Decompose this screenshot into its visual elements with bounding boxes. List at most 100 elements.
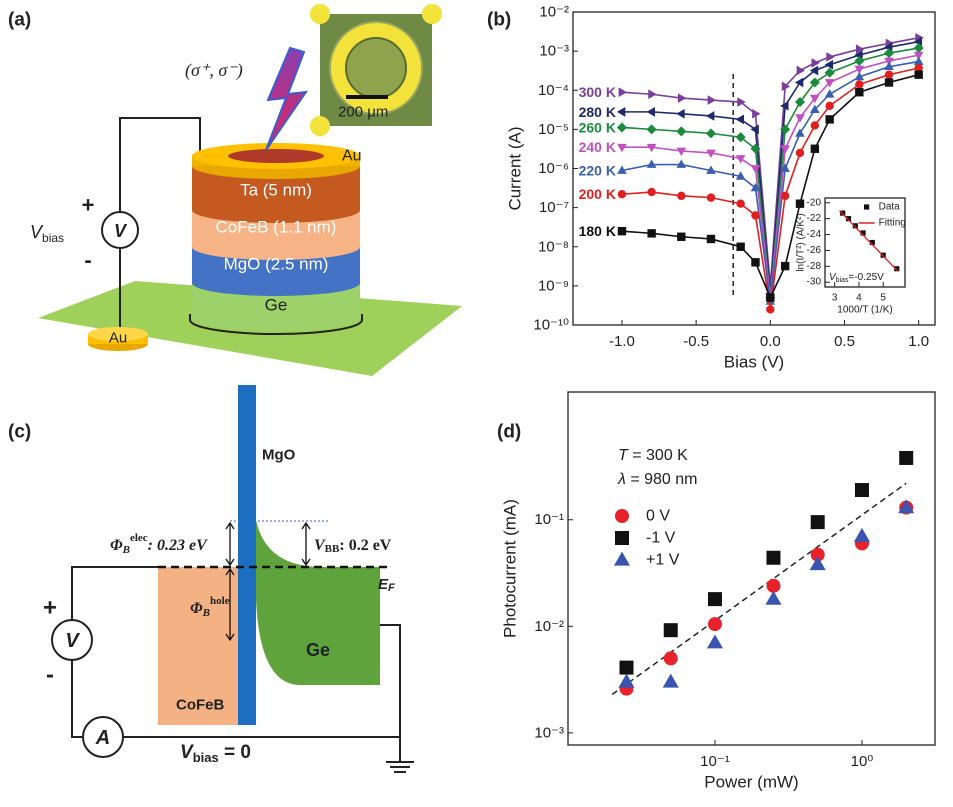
vbb-value: : 0.2 eV <box>339 537 391 554</box>
marker <box>913 42 924 54</box>
layer-label: Ta (5 nm) <box>240 181 312 200</box>
marker <box>810 515 825 530</box>
marker <box>809 556 826 571</box>
marker <box>824 59 834 70</box>
legend-label: -1 V <box>646 530 676 547</box>
legend-label: Data <box>879 202 901 213</box>
wire <box>123 624 401 738</box>
marker <box>663 651 678 666</box>
marker <box>766 305 775 314</box>
phi-sup: elec <box>130 532 148 544</box>
marker <box>914 70 923 79</box>
series-line <box>621 73 919 300</box>
marker <box>780 163 790 172</box>
mgo-barrier <box>238 385 256 725</box>
annotation-symbol: T <box>618 447 629 464</box>
y-tick-label: -22 <box>807 213 822 224</box>
panel-label: (c) <box>8 422 31 443</box>
ge-label: Ge <box>306 640 330 660</box>
phi-sub: B <box>122 544 130 556</box>
marker <box>616 107 626 117</box>
vbb-sub: BB <box>325 543 340 555</box>
marker <box>795 148 805 158</box>
marker <box>824 79 835 88</box>
marker <box>735 114 745 125</box>
y-tick-label: 10⁻³ <box>539 43 569 60</box>
series-line <box>621 37 919 286</box>
y-tick-label: -26 <box>807 245 822 256</box>
device-diagram: Au V + - Vbias Au Ta (5 nm) CoFeB (1.1 n… <box>30 4 462 376</box>
vbb-label: VBB: 0.2 eV <box>314 537 392 556</box>
marker <box>780 191 790 201</box>
marker <box>676 108 685 119</box>
marker <box>616 122 627 133</box>
x-tick-label: -0.5 <box>683 333 709 350</box>
panel-label: (d) <box>497 422 521 443</box>
y-tick-label: 10⁻⁵ <box>538 121 569 138</box>
meter-label: V <box>65 630 80 652</box>
marker <box>646 159 657 168</box>
marker <box>735 155 746 164</box>
marker <box>810 144 820 153</box>
arrow <box>225 567 235 642</box>
marker <box>845 216 852 222</box>
marker <box>647 229 656 238</box>
marker <box>750 124 759 135</box>
wire <box>119 117 201 212</box>
bias-symbol: V <box>180 742 194 763</box>
series-label: 240 K <box>579 139 616 155</box>
legend-label: 0 V <box>646 508 670 525</box>
marker <box>855 44 865 55</box>
arrows <box>225 521 311 642</box>
series-line <box>621 47 919 298</box>
marker <box>824 89 835 98</box>
minus-sign: - <box>46 662 54 689</box>
phi-value: : 0.23 eV <box>148 537 208 554</box>
marker <box>646 143 657 153</box>
marker <box>706 234 716 244</box>
marker <box>707 617 722 632</box>
y-tick-label: -20 <box>807 197 822 208</box>
marker <box>648 89 657 100</box>
panel-label: (a) <box>8 10 31 31</box>
marker <box>780 100 789 111</box>
light-bolt <box>265 46 309 151</box>
micrograph-pad <box>345 37 407 99</box>
plus-sign: + <box>43 595 57 622</box>
x-tick-label: 1.0 <box>908 333 929 350</box>
series-label: 220 K <box>579 162 616 178</box>
voltmeter <box>51 619 93 661</box>
annotation-text: = 300 K <box>628 447 688 464</box>
marker <box>853 527 871 542</box>
marker <box>617 226 627 236</box>
marker <box>855 88 864 97</box>
bias-label: Vbias = 0 <box>180 742 251 765</box>
phi-hole-label: ΦBhole <box>190 595 230 619</box>
marker <box>706 634 724 649</box>
y-tick-label: 10⁻⁸ <box>538 238 569 255</box>
marker <box>646 124 657 135</box>
marker <box>796 65 806 76</box>
marker <box>735 171 746 180</box>
y-tick-label: -30 <box>807 277 822 288</box>
y-tick-label: -28 <box>807 261 822 272</box>
marker <box>750 165 761 174</box>
arrow <box>301 521 311 567</box>
x-axis-label: 1000/T (1/K) <box>837 305 892 316</box>
marker <box>809 77 820 88</box>
y-axis-label: Photocurrent (mA) <box>501 499 520 638</box>
fit-line <box>611 482 907 695</box>
marker <box>676 159 687 168</box>
x-tick-label: 5 <box>880 293 886 304</box>
series-label: 280 K <box>579 104 616 120</box>
marker <box>795 199 805 208</box>
mgo-label: MgO <box>262 447 296 464</box>
marker <box>737 97 746 107</box>
series-label: 180 K <box>579 223 616 239</box>
y-tick-label: 10⁻⁶ <box>538 160 569 177</box>
phi-symbol: Φ <box>190 600 203 617</box>
x-tick-label: -1.0 <box>609 333 635 350</box>
series-label: 300 K <box>579 84 616 100</box>
phi-sub: B <box>202 607 210 619</box>
ge <box>256 520 380 685</box>
